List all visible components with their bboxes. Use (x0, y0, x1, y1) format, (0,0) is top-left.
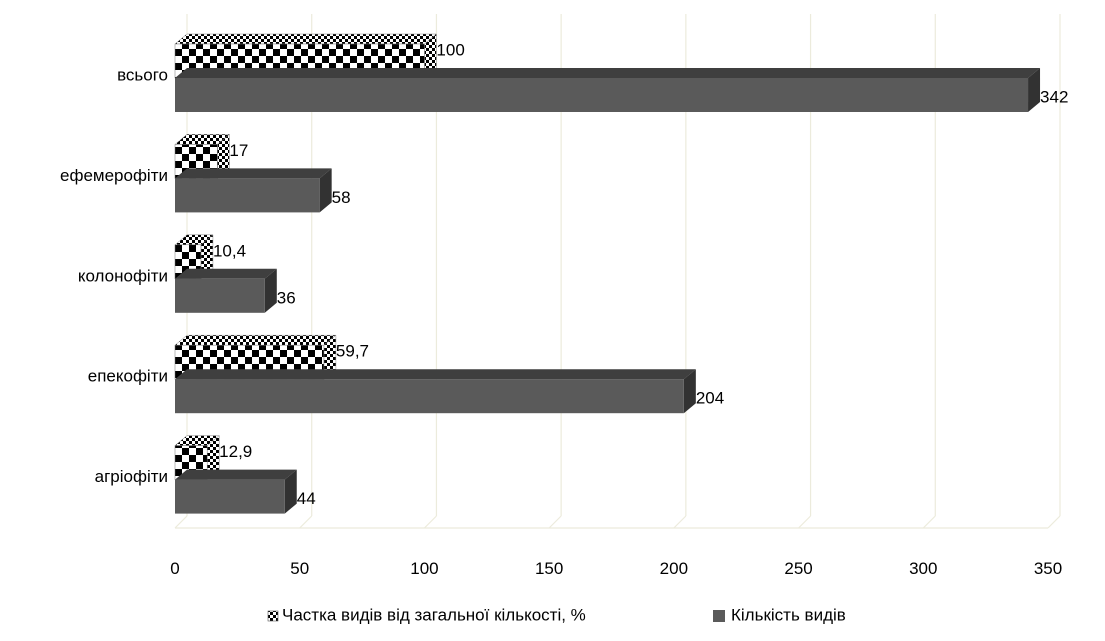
bar-count (175, 469, 297, 514)
x-tick-label: 200 (660, 559, 688, 578)
category-label: колонофіти (78, 266, 168, 285)
gridline-floor (174, 515, 188, 529)
gridline-floor (299, 515, 313, 529)
legend: Частка видів від загальної кількості, % К… (267, 605, 846, 624)
gridline-floor (922, 515, 936, 529)
data-label-count: 342 (1040, 87, 1068, 106)
category-label: епекофіти (88, 367, 168, 386)
category-label: агріофіти (95, 467, 168, 486)
data-label-share: 10,4 (213, 241, 246, 260)
gridline-floor (548, 515, 562, 529)
gridline-floor (424, 515, 437, 529)
x-tick-label: 150 (535, 559, 563, 578)
category-label: всього (117, 65, 168, 84)
data-label-share: 59,7 (336, 342, 369, 361)
bar-count (175, 369, 696, 414)
x-tick-label: 350 (1034, 559, 1062, 578)
x-tick-label: 300 (909, 559, 937, 578)
labels: 0 50 100 150 200 250 300 350 12,9 44 агріофіти 59,7… (60, 40, 1068, 578)
x-tick-label: 250 (784, 559, 812, 578)
x-tick-label: 100 (410, 559, 438, 578)
data-label-share: 17 (229, 141, 248, 160)
data-label-share: 100 (436, 40, 464, 59)
legend-item-count: Кількість видів (713, 605, 846, 624)
data-label-count: 36 (277, 288, 296, 307)
data-label-count: 204 (696, 389, 724, 408)
legend-label: Кількість видів (731, 605, 846, 624)
bars (174, 33, 1041, 514)
category-label: ефемерофіти (60, 166, 168, 185)
legend-label: Частка видів від загальної кількості, % (282, 605, 586, 624)
gridline-floor (798, 515, 811, 529)
x-tick-label: 50 (290, 559, 309, 578)
bar-count (175, 168, 332, 213)
gridline-floor (1047, 515, 1061, 529)
gridline-floor (673, 515, 687, 529)
legend-swatch (713, 610, 725, 622)
data-label-count: 58 (332, 188, 351, 207)
bar-count (175, 268, 277, 313)
legend-swatch (267, 610, 279, 622)
legend-item-share: Частка видів від загальної кількості, % (267, 605, 586, 624)
data-label-count: 44 (297, 489, 316, 508)
x-tick-label: 0 (170, 559, 179, 578)
data-label-share: 12,9 (219, 442, 252, 461)
bar-count (175, 68, 1041, 112)
